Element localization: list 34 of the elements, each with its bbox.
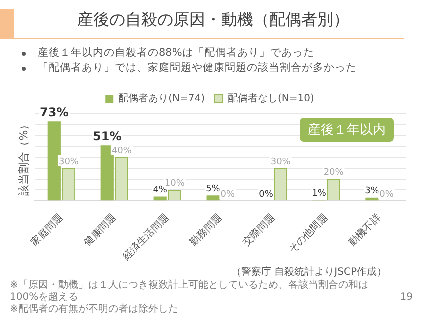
x-tick-label: 動機不詳 xyxy=(346,212,384,249)
x-tick-label: 経済生活問題 xyxy=(120,212,172,264)
data-label: 4% xyxy=(153,186,168,196)
data-label: 30% xyxy=(58,157,80,168)
x-tick-label: その他問題 xyxy=(286,212,330,256)
data-label: 0% xyxy=(380,190,394,200)
data-label: 1% xyxy=(312,188,327,199)
text: ※配偶者の有無が不明の者は除外した xyxy=(10,304,180,316)
data-label: 30% xyxy=(270,157,292,168)
annotation: 産後１年以内 xyxy=(300,118,394,142)
y-axis-title: 該当割合（%） xyxy=(17,119,30,196)
x-tick-label: 健康問題 xyxy=(82,212,119,249)
data-label: 40% xyxy=(112,146,132,156)
bar xyxy=(206,196,220,201)
data-label: 3% xyxy=(365,186,380,197)
data-label: 0% xyxy=(220,190,236,200)
bar xyxy=(366,198,379,201)
x-tick-label: 家庭問題 xyxy=(28,212,66,249)
text: 産後１年以内の自殺者の88%は「配偶者あり」であった xyxy=(38,46,314,61)
legend-label: 配偶者なし(N=10) xyxy=(228,92,314,105)
data-label: 0% xyxy=(259,190,274,200)
legend-label: 配偶者あり(N=74) xyxy=(118,92,206,105)
data-label: 5% xyxy=(206,184,221,194)
x-tick-label: 交際問題 xyxy=(240,212,278,249)
text: ※「原因・動機」は１人につき複数計上可能としているため、各該当割合の和は100%を超える xyxy=(10,280,370,304)
data-label: 20% xyxy=(324,168,344,178)
text: 19 xyxy=(400,292,413,303)
data-label: 51% xyxy=(93,130,122,144)
chart-title: 産後の自殺の原因・動機（配偶者別） xyxy=(76,10,350,31)
data-label: 73% xyxy=(40,106,69,120)
data-label: 10% xyxy=(164,179,186,190)
x-tick-label: 勤務問題 xyxy=(188,212,225,249)
text: （警察庁 自殺統計よりJSCP作成） xyxy=(232,266,387,279)
text: 「配偶者あり」では、家庭問題や健康問題の該当割合が多かった xyxy=(38,61,357,76)
